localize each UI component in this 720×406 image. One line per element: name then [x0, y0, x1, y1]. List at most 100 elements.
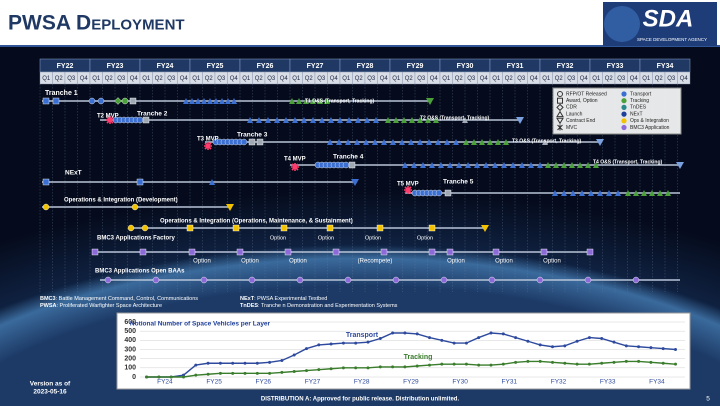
launch-triangle [649, 190, 655, 196]
option-label: Option [543, 259, 561, 265]
row-label: Tranche 5 [443, 179, 474, 186]
legend-label: MVC [566, 125, 578, 131]
row-label: Tranche 1 [45, 90, 78, 97]
launch-triangle [420, 162, 426, 168]
launch-triangle [337, 117, 343, 123]
quarter-label: Q4 [530, 76, 539, 82]
series-point [378, 365, 382, 369]
launch-triangle [483, 162, 489, 168]
launch-triangle [399, 139, 405, 145]
series-point [157, 375, 161, 379]
quarter-label: Q1 [142, 76, 151, 82]
series-label: Transport [346, 332, 379, 339]
footnote-text: : PWSA Experimental Testbed [254, 296, 327, 302]
milestone-circle [104, 276, 112, 284]
series-point [280, 359, 284, 362]
milestone-circle [127, 224, 135, 232]
quarter-label: Q3 [517, 76, 526, 82]
option-label: Option [417, 235, 433, 241]
legend-swatch [621, 104, 627, 110]
series-point [624, 344, 628, 348]
milestone-circle [488, 276, 496, 284]
launch-triangle [433, 117, 439, 123]
quarter-label: Q3 [317, 76, 326, 82]
legend-label: BMC3 Application [630, 125, 670, 131]
series-point [452, 362, 456, 366]
launch-triangle [657, 190, 663, 196]
launch-triangle [409, 117, 415, 123]
legend-label: CDR [566, 105, 577, 111]
milestone-square [42, 97, 50, 105]
quarter-label: Q4 [230, 76, 239, 82]
series-point [169, 375, 173, 379]
legend-swatch [621, 111, 627, 117]
launch-triangle [561, 162, 567, 168]
series-point [194, 373, 198, 377]
quarter-label: Q2 [205, 76, 214, 82]
series-point [538, 359, 542, 363]
launch-triangle [355, 117, 361, 123]
launch-triangle [292, 117, 298, 123]
quarter-label: Q4 [80, 76, 89, 82]
launch-triangle [408, 139, 414, 145]
milestone-circle [435, 189, 443, 197]
launch-triangle [303, 98, 309, 104]
year-label: FY29 [407, 63, 424, 70]
quarter-label: Q3 [367, 76, 376, 82]
series-point [206, 372, 210, 376]
milestone-circle [584, 276, 592, 284]
year-label: FY30 [457, 63, 474, 70]
y-tick-label: 0 [132, 374, 136, 381]
legend-swatch [621, 118, 627, 124]
year-label: FY31 [507, 63, 524, 70]
launch-triangle [372, 139, 378, 145]
chart-title: Notional Number of Space Vehicles per La… [130, 321, 271, 328]
option-label: Option [318, 235, 334, 241]
milestone-square [280, 224, 288, 232]
series-point [600, 361, 604, 365]
quarter-label: Q3 [117, 76, 126, 82]
quarter-label: Q1 [442, 76, 451, 82]
milestone-square [236, 248, 244, 256]
series-label: Tracking [404, 354, 433, 361]
launch-triangle [597, 190, 603, 196]
launch-triangle [402, 162, 408, 168]
year-label: FY26 [257, 63, 274, 70]
x-tick-label: FY33 [600, 379, 616, 386]
launch-triangle [327, 139, 333, 145]
footnote: TnDES: Tranche n Demonstration and Exper… [240, 303, 398, 309]
milestone-circle [440, 276, 448, 284]
milestone-square [428, 224, 436, 232]
quarter-label: Q3 [167, 76, 176, 82]
series-point [354, 341, 358, 345]
launch-triangle [231, 98, 237, 104]
series-point [341, 366, 345, 370]
launch-triangle [577, 162, 583, 168]
quarter-label: Q1 [542, 76, 551, 82]
series-point [563, 361, 567, 365]
series-point [231, 361, 235, 365]
launch-triangle [296, 98, 302, 104]
quarter-label: Q3 [667, 76, 676, 82]
launch-triangle [569, 162, 575, 168]
row-label: T2 O&S (Transport, Tracking) [420, 115, 490, 121]
footnote: BMC3: Battle Management Command, Control… [40, 296, 198, 302]
footnote-text: : Proliferated Warfighter Space Architec… [57, 303, 163, 309]
launch-triangle [537, 162, 543, 168]
quarter-label: Q4 [330, 76, 339, 82]
end-triangle [481, 225, 489, 232]
launch-triangle [328, 117, 334, 123]
series-point [268, 371, 272, 375]
launch-triangle [393, 117, 399, 123]
launch-triangle [310, 117, 316, 123]
series-point [440, 362, 444, 366]
end-triangle [226, 204, 234, 211]
milestone-square [428, 248, 436, 256]
milestone-square [348, 161, 356, 169]
launch-triangle [542, 139, 548, 145]
footnote-term: TnDES [240, 303, 258, 309]
quarter-cell [677, 71, 691, 85]
quarter-label: Q4 [580, 76, 589, 82]
series-point [649, 346, 653, 350]
y-tick-label: 100 [124, 365, 136, 372]
